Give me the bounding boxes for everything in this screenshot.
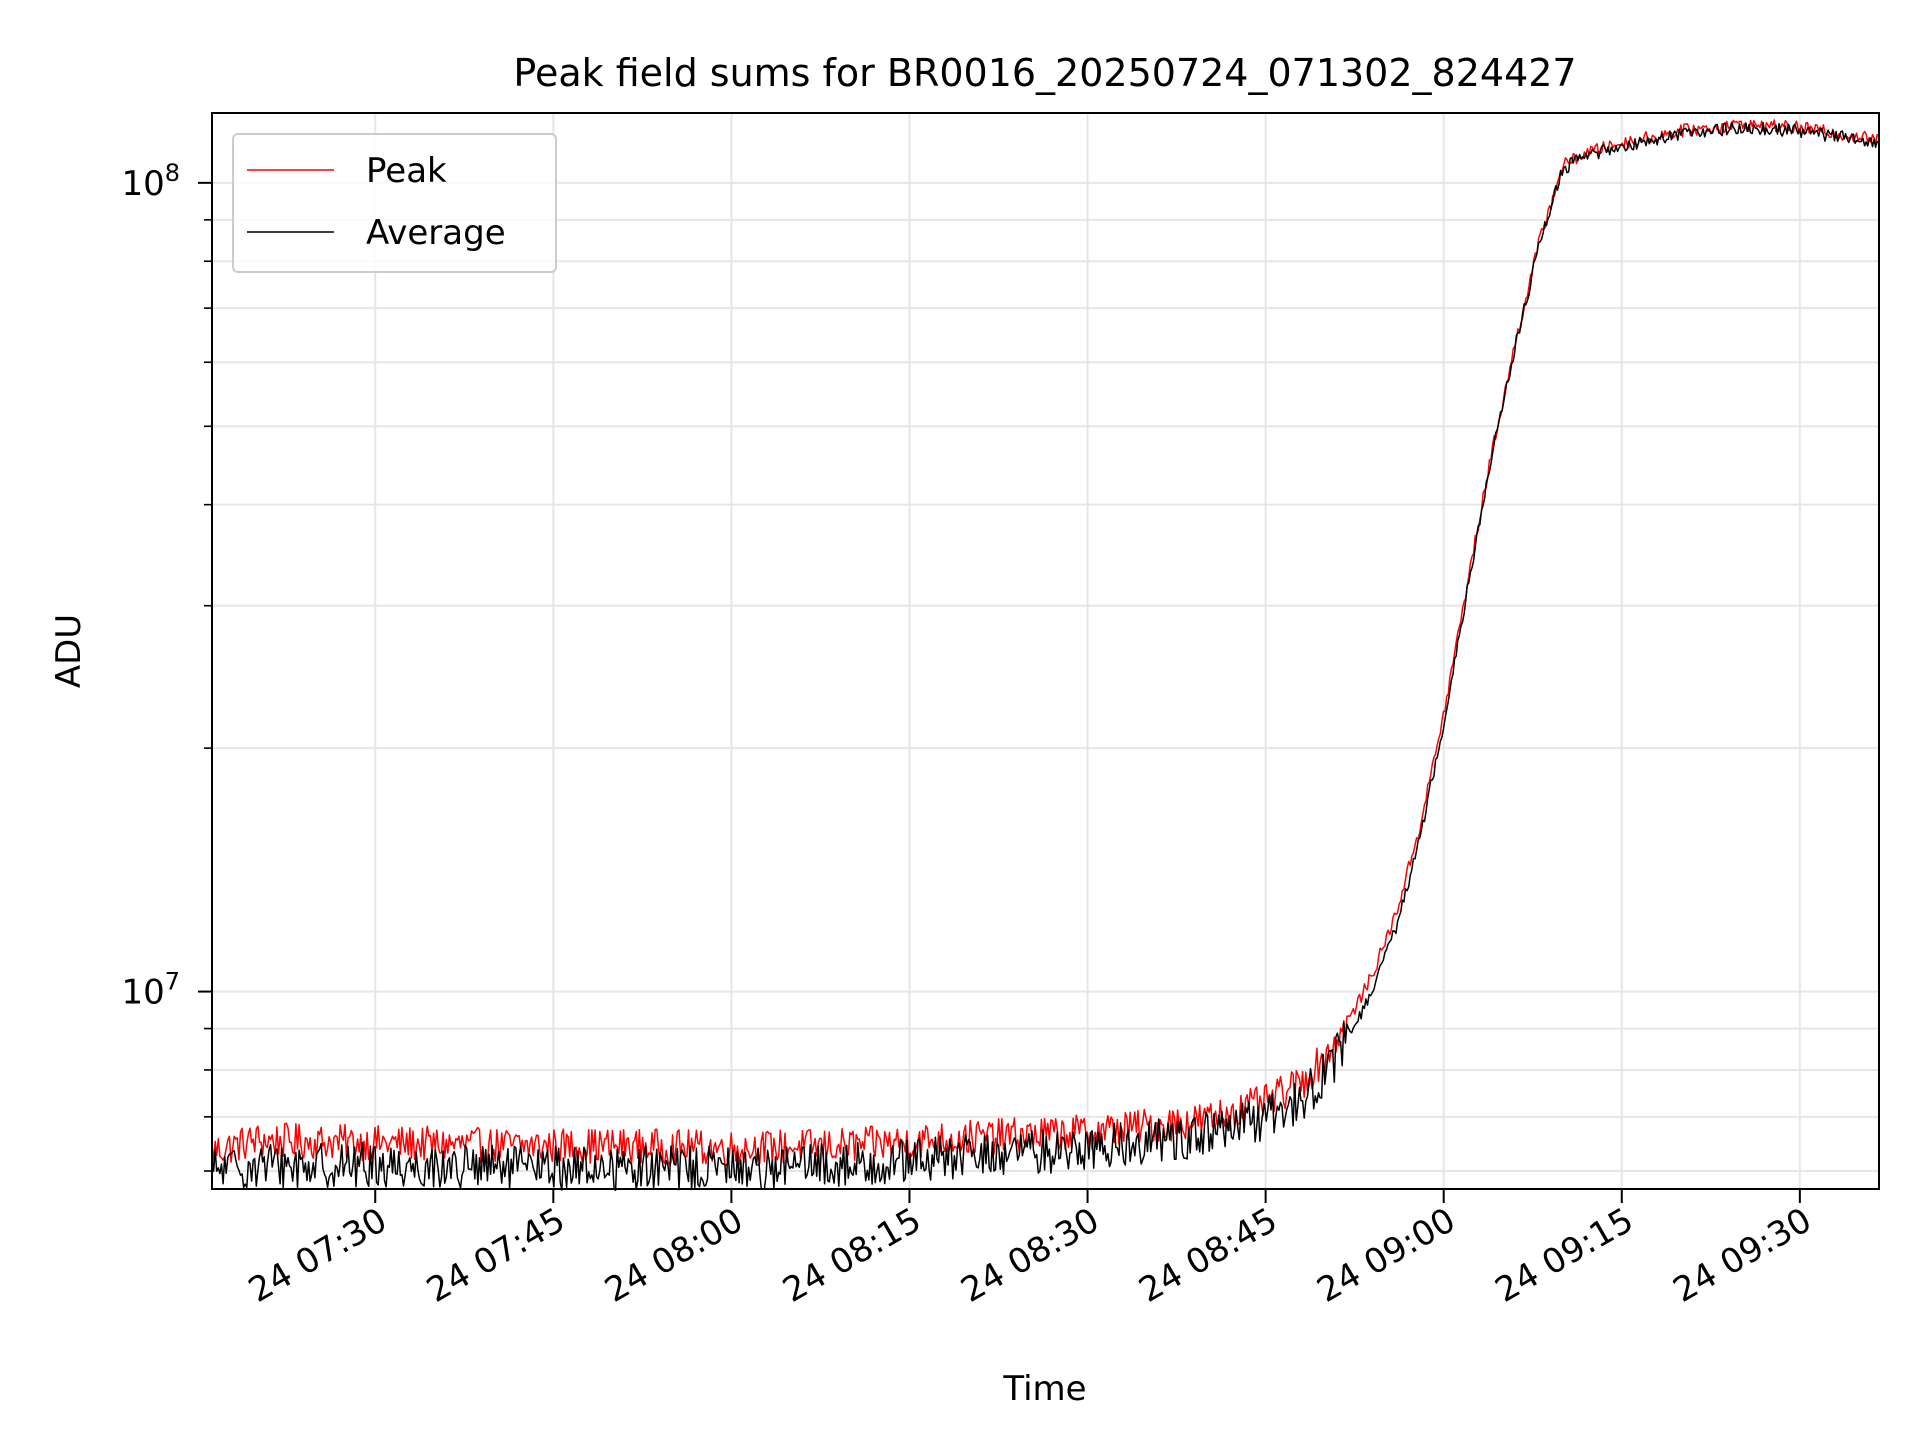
- legend: Peak Average: [232, 133, 557, 273]
- y-tick-label: 108: [121, 159, 180, 204]
- chart-title: Peak field sums for BR0016_20250724_0713…: [513, 51, 1576, 95]
- legend-label-average: Average: [366, 213, 506, 253]
- y-tick-label: 107: [121, 968, 180, 1013]
- series-lines: [211, 119, 1880, 1192]
- plot-frame: [211, 112, 1880, 1190]
- y-axis-ticks: 107 108: [121, 159, 212, 1172]
- grid: [212, 113, 1879, 1189]
- y-axis-label: ADU: [49, 614, 89, 688]
- x-axis-label: Time: [1002, 1369, 1086, 1409]
- series-line-average: [211, 121, 1879, 1192]
- series-line-peak: [211, 119, 1880, 1166]
- legend-label-peak: Peak: [366, 151, 447, 191]
- legend-box: [232, 133, 557, 273]
